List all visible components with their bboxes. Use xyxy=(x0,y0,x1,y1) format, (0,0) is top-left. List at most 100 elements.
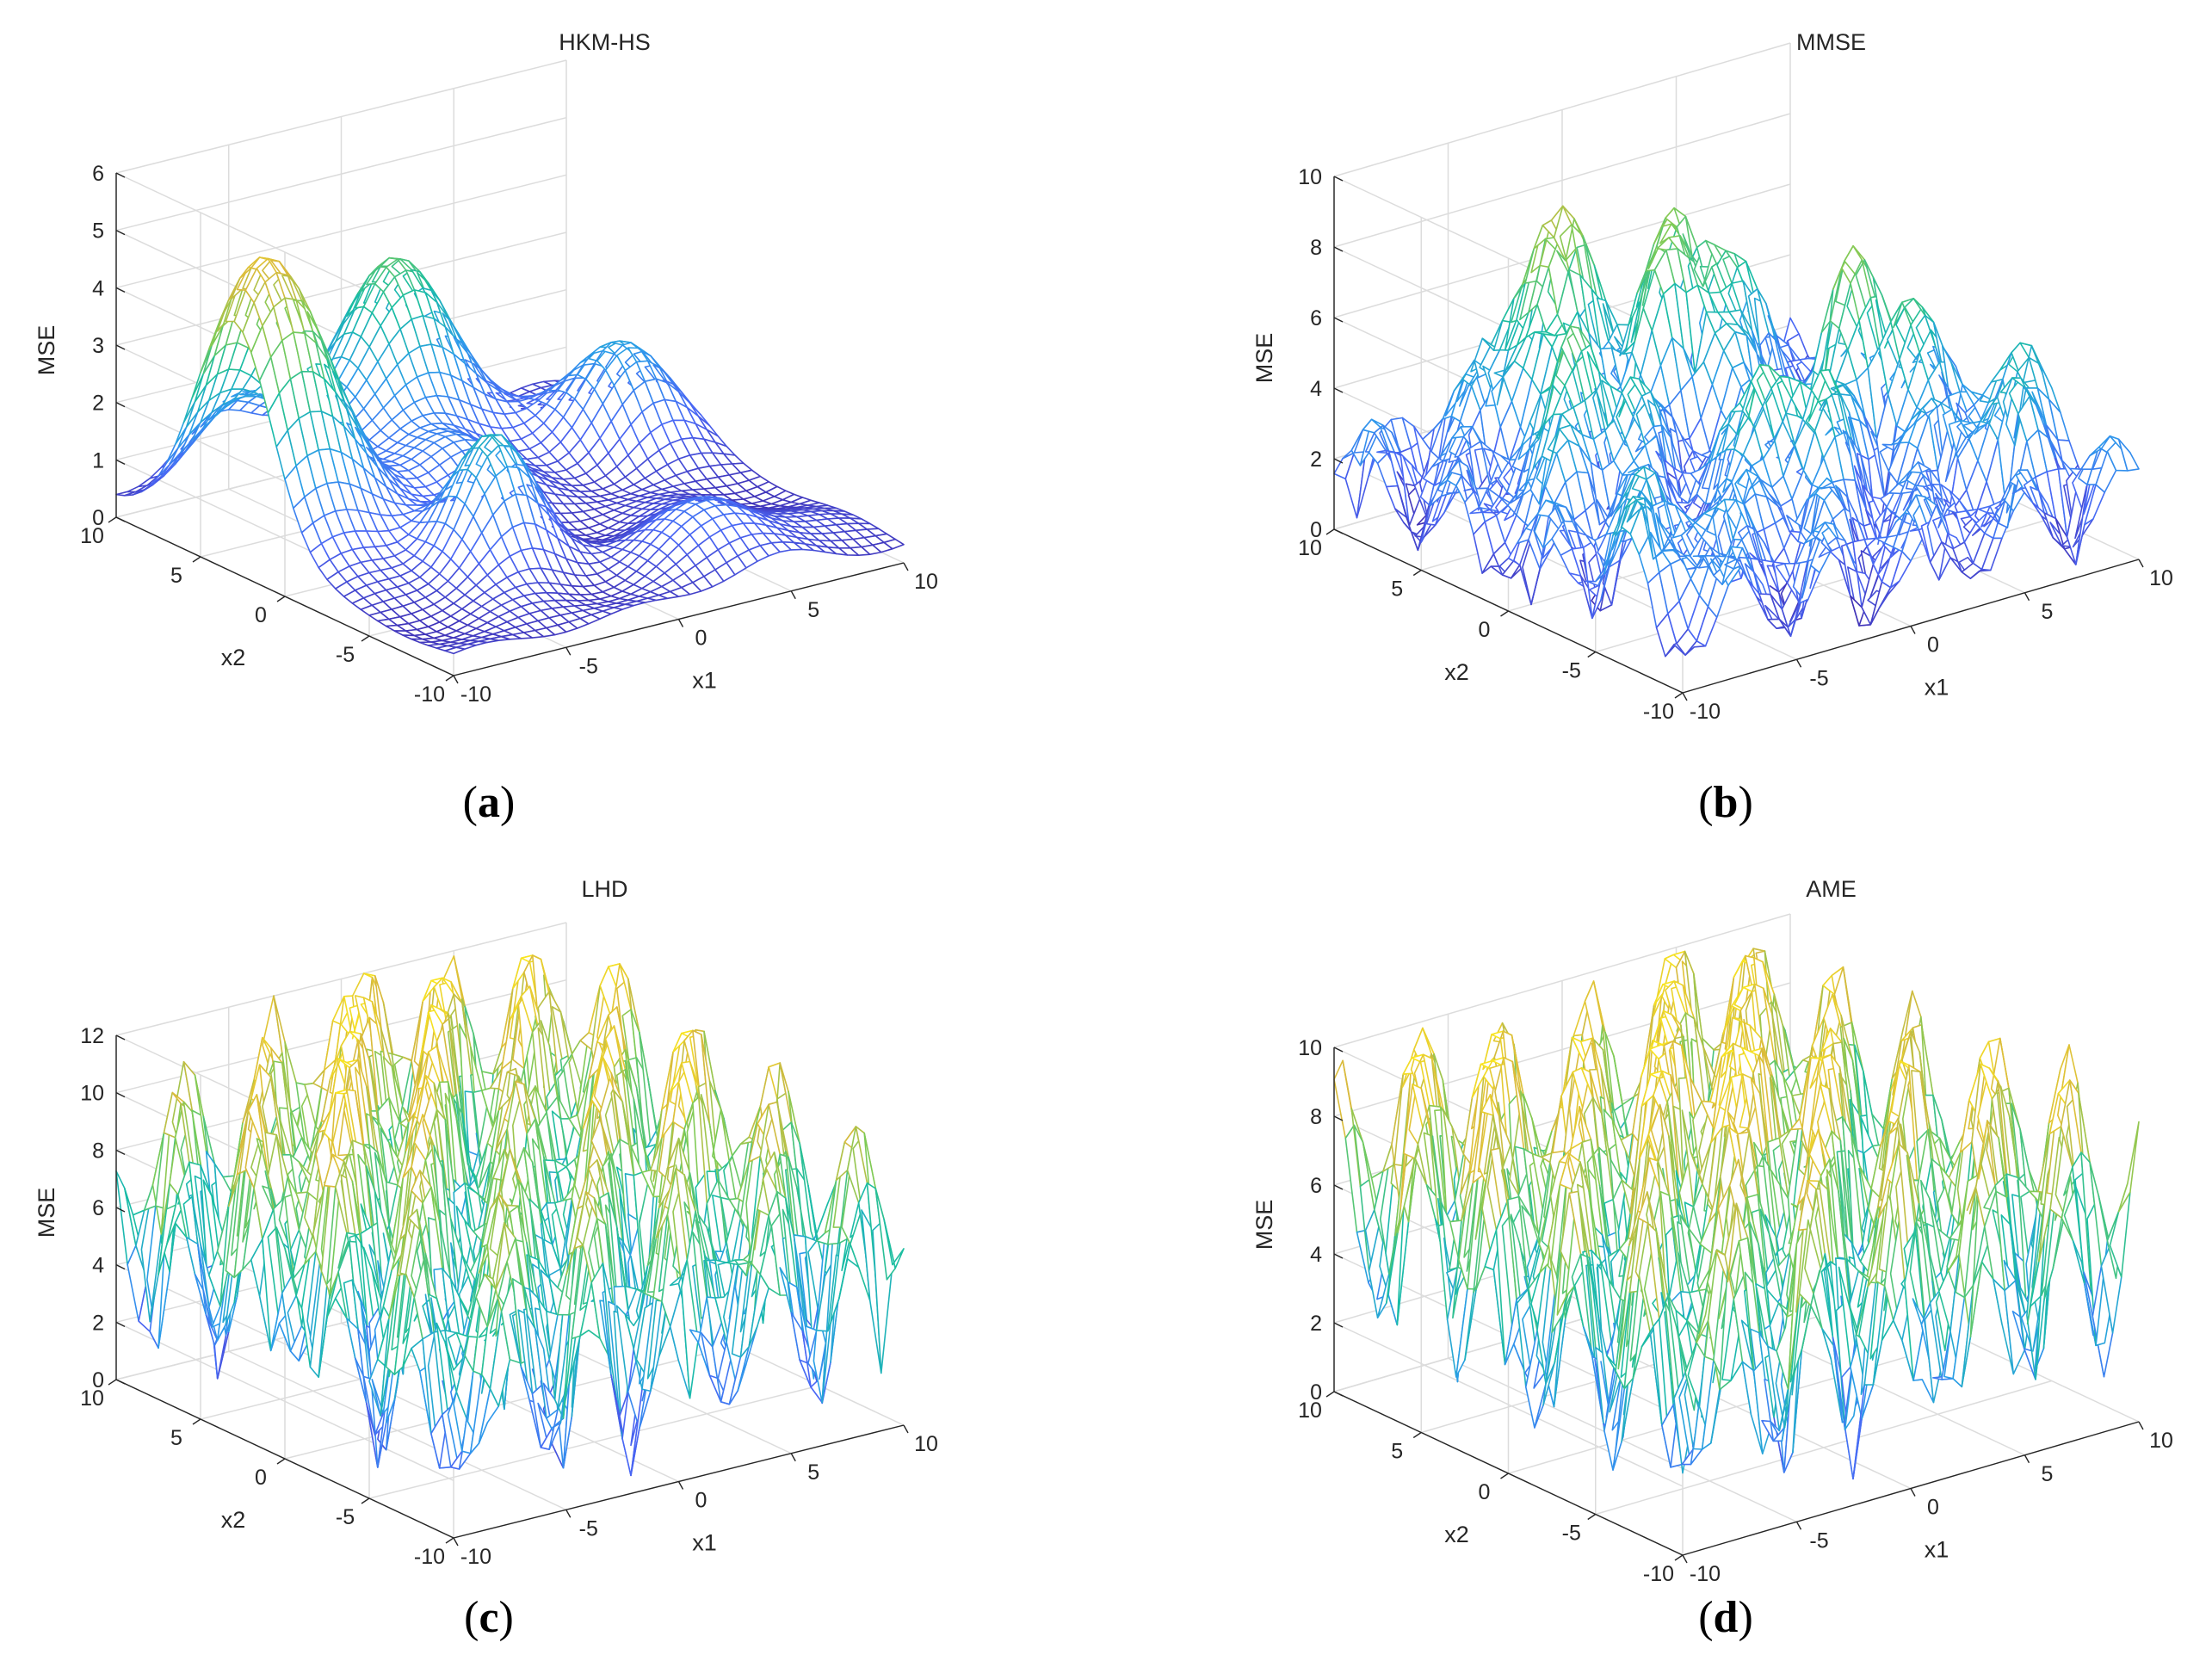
panel-b: -10 -5 0 5 10 -10 -5 0 5 10 0 2 4 6 8 10 x1 x2 MSE MMSE (b) xyxy=(1106,0,2212,830)
surface-mesh xyxy=(1333,205,2140,658)
z-tick xyxy=(1333,528,1344,534)
x2-axis-label: x2 xyxy=(1444,659,1469,685)
surface-face xyxy=(883,538,905,550)
z-tick-label: 4 xyxy=(92,276,104,300)
z-tick xyxy=(1333,458,1344,464)
x1-tick-label: 5 xyxy=(807,598,819,622)
x2-tick-label: 5 xyxy=(170,564,182,588)
x2-tick xyxy=(276,596,286,602)
x1-tick xyxy=(1795,658,1802,668)
surface-mesh xyxy=(115,256,905,655)
z-tick-label: 2 xyxy=(92,392,104,416)
z-axis-label: MSE xyxy=(34,325,59,376)
panel-label-a: a xyxy=(478,778,500,827)
z-axis-label: MSE xyxy=(1251,333,1277,384)
x1-tick-label: 0 xyxy=(1927,633,1939,658)
x1-tick xyxy=(1910,626,1916,634)
grid-line xyxy=(115,116,567,232)
z-tick-label: 1 xyxy=(92,448,104,472)
x2-tick xyxy=(1500,610,1509,617)
x2-tick-label: 10 xyxy=(80,524,104,548)
z-tick xyxy=(115,344,126,350)
x1-axis-label: x1 xyxy=(692,668,717,694)
x1-tick-label: 10 xyxy=(2149,566,2173,590)
grid-line xyxy=(284,1345,736,1460)
grid-line xyxy=(115,1263,454,1424)
x2-tick xyxy=(192,556,201,563)
x1-tick xyxy=(1682,692,1688,701)
x2-tick-label: 0 xyxy=(1479,618,1491,642)
z-tick-label: 5 xyxy=(92,219,104,244)
panel-caption-b: (b) xyxy=(1698,778,1753,827)
z-tick xyxy=(115,516,126,522)
grid-line xyxy=(368,1385,820,1499)
z-tick xyxy=(1333,246,1344,252)
grid-line xyxy=(115,59,567,174)
x2-tick xyxy=(1412,569,1422,577)
x1-tick-label: -10 xyxy=(1690,700,1721,724)
x2-tick xyxy=(445,675,454,682)
z-tick-label: 3 xyxy=(92,334,104,358)
z-tick xyxy=(115,230,126,236)
x1-tick-label: 5 xyxy=(2042,600,2054,624)
grid-line xyxy=(115,922,567,1036)
x2-tick xyxy=(1674,692,1684,699)
x2-tick xyxy=(1325,528,1335,535)
z-tick-label: 0 xyxy=(92,506,104,530)
panel-caption-a: (a) xyxy=(462,778,516,827)
x2-tick xyxy=(108,516,117,523)
z-tick xyxy=(115,402,126,408)
z-tick xyxy=(1333,176,1344,182)
x1-tick xyxy=(903,562,909,571)
z-tick xyxy=(115,172,126,178)
x2-tick-label: -5 xyxy=(336,643,355,667)
surface-mesh xyxy=(115,954,905,1477)
x1-tick xyxy=(2138,559,2144,568)
surface-face xyxy=(2117,438,2140,472)
z-tick xyxy=(1333,317,1344,323)
x2-tick-label: 0 xyxy=(255,603,267,627)
x1-tick xyxy=(565,646,572,656)
plot-title: HKM-HS xyxy=(559,29,651,55)
x1-tick xyxy=(790,590,796,600)
x2-tick-label: -5 xyxy=(1562,659,1581,683)
x1-tick-label: -5 xyxy=(1809,666,1828,690)
plot-title: MMSE xyxy=(1796,29,1866,55)
z-tick-label: 2 xyxy=(1310,448,1322,472)
z-tick-label: 4 xyxy=(1310,377,1322,401)
x1-tick-label: -10 xyxy=(460,682,491,707)
x2-axis-label: x2 xyxy=(221,645,246,670)
z-tick xyxy=(115,287,126,293)
panel-c: -10 -5 0 5 10 -10 -5 0 5 10 0 2 4 6 8 10 12 x1 x2 MSE LHD (c… xyxy=(0,830,1106,1661)
x2-tick-label: -10 xyxy=(1643,700,1674,724)
x2-tick-label: 10 xyxy=(1298,536,1322,560)
z-tick-label: 6 xyxy=(1310,306,1322,330)
surface-face xyxy=(883,1219,905,1269)
z-tick-label: 0 xyxy=(1310,518,1322,542)
grid-line xyxy=(1333,42,1791,177)
x1-tick xyxy=(453,675,459,684)
panel-label-b: b xyxy=(1713,778,1739,827)
z-tick-label: 8 xyxy=(1310,236,1322,260)
x1-tick xyxy=(677,619,684,627)
x1-axis-label: x1 xyxy=(1925,675,1949,701)
panel-a: -10 -5 0 5 10 -10 -5 0 5 10 0 1 2 3 4 5 6 x1 x2 MSE HKM-HS (… xyxy=(0,0,1106,830)
z-tick-label: 6 xyxy=(92,162,104,186)
x2-tick-label: 5 xyxy=(1391,577,1403,602)
x1-tick-label: 0 xyxy=(695,627,707,651)
x1-tick-label: -5 xyxy=(579,654,598,678)
z-tick xyxy=(115,459,126,465)
x2-tick-label: -10 xyxy=(414,682,445,707)
z-tick xyxy=(1333,387,1344,393)
grid-line xyxy=(115,232,567,346)
x1-tick-label: 10 xyxy=(914,570,938,594)
grid-line xyxy=(115,174,567,289)
grid-line xyxy=(1333,113,1791,248)
grid-line xyxy=(1333,176,1684,341)
